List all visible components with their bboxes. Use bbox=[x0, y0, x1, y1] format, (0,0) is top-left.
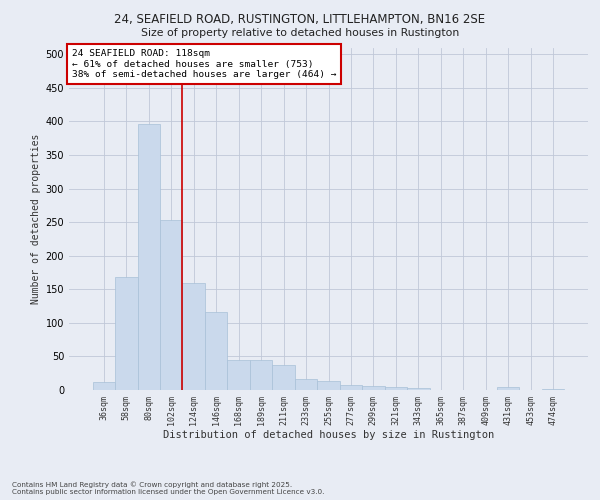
Bar bbox=[407, 388, 430, 390]
Bar bbox=[227, 360, 250, 390]
Bar bbox=[205, 312, 227, 390]
Bar bbox=[385, 388, 407, 390]
Bar bbox=[340, 384, 362, 390]
Bar bbox=[250, 360, 272, 390]
Text: Size of property relative to detached houses in Rustington: Size of property relative to detached ho… bbox=[141, 28, 459, 38]
Bar bbox=[182, 282, 205, 390]
Bar bbox=[295, 378, 317, 390]
Bar bbox=[362, 386, 385, 390]
Bar bbox=[272, 365, 295, 390]
Bar bbox=[317, 380, 340, 390]
Text: Contains HM Land Registry data © Crown copyright and database right 2025.
Contai: Contains HM Land Registry data © Crown c… bbox=[12, 482, 325, 495]
Text: 24 SEAFIELD ROAD: 118sqm
← 61% of detached houses are smaller (753)
38% of semi-: 24 SEAFIELD ROAD: 118sqm ← 61% of detach… bbox=[71, 49, 336, 79]
Bar bbox=[542, 388, 565, 390]
X-axis label: Distribution of detached houses by size in Rustington: Distribution of detached houses by size … bbox=[163, 430, 494, 440]
Bar bbox=[92, 382, 115, 390]
Bar bbox=[497, 388, 520, 390]
Bar bbox=[137, 124, 160, 390]
Y-axis label: Number of detached properties: Number of detached properties bbox=[31, 134, 41, 304]
Text: 24, SEAFIELD ROAD, RUSTINGTON, LITTLEHAMPTON, BN16 2SE: 24, SEAFIELD ROAD, RUSTINGTON, LITTLEHAM… bbox=[115, 12, 485, 26]
Bar bbox=[160, 220, 182, 390]
Bar bbox=[115, 277, 137, 390]
